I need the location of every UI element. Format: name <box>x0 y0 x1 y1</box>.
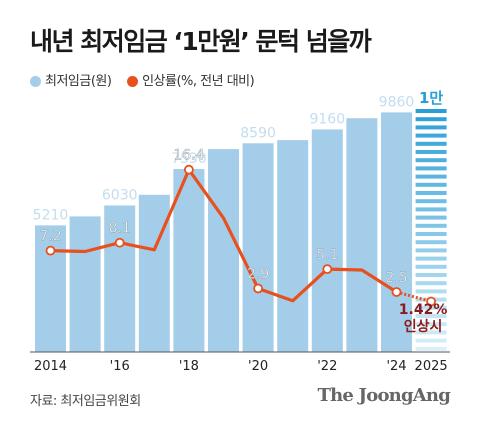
bar-label-2016: 6030 <box>102 187 138 203</box>
projected-rate-caption: 인상시 <box>404 318 443 335</box>
projected-bar-stripe <box>415 256 447 261</box>
bar-2017 <box>138 194 170 352</box>
x-tick-2024: '24 <box>386 359 406 374</box>
source-note: 자료: 최저임금위원회 <box>30 394 141 409</box>
projected-bar-stripe <box>415 289 447 294</box>
projected-bar-stripe <box>415 223 447 228</box>
bar-label-2022: 9160 <box>309 111 345 127</box>
projected-bar-stripe <box>415 182 447 187</box>
legend-label-rate: 인상률(%, 전년 대비) <box>142 74 255 89</box>
bar-2016 <box>104 205 136 352</box>
projected-bar-stripe <box>415 346 447 351</box>
rate-label-2020: 2.9 <box>247 266 269 282</box>
legend-item-rate: 인상률(%, 전년 대비) <box>127 70 255 89</box>
projected-bar-stripe <box>415 305 447 310</box>
projected-bar-stripe <box>415 338 447 343</box>
bar-label-2018: 7530 <box>171 151 207 167</box>
bar-label-2020: 8590 <box>240 125 276 141</box>
projected-bar-stripe <box>415 240 447 245</box>
rate-label-2024: 2.5 <box>385 270 407 286</box>
projected-bar-stripe <box>415 215 447 220</box>
bar-2019 <box>208 149 239 352</box>
bar-2015 <box>69 216 101 352</box>
projected-bar-stripe <box>415 174 447 179</box>
rate-label-2018: 16.4 <box>173 148 204 164</box>
bar-2020 <box>242 143 274 352</box>
projected-bar-stripe <box>415 322 447 327</box>
rate-label-2022: 5.1 <box>316 247 338 263</box>
rate-label-2016: 8.1 <box>109 221 131 237</box>
projected-bar-stripe <box>415 191 447 195</box>
bar-2024 <box>381 112 412 352</box>
projected-bar-stripe <box>415 133 447 138</box>
legend: 최저임금(원) 인상률(%, 전년 대비) <box>30 70 266 89</box>
x-tick-2025: 2025 <box>415 359 448 374</box>
projected-bar-stripe <box>415 248 447 253</box>
projected-bar-stripe <box>415 281 447 286</box>
x-tick-2018: '18 <box>179 359 199 374</box>
rate-label-2014: 7.2 <box>39 229 61 245</box>
projected-bar-stripe <box>415 166 447 171</box>
rate-point-2016 <box>114 237 125 248</box>
bar-2018 <box>173 169 205 352</box>
rate-point-2025 <box>426 296 437 307</box>
projected-bar-stripe <box>415 273 447 277</box>
projected-bar-stripe <box>415 125 447 130</box>
projected-bar-stripe <box>415 141 447 146</box>
rate-projection-line <box>396 290 432 303</box>
legend-swatch-wage <box>30 76 41 87</box>
x-tick-2014: 2014 <box>34 359 67 374</box>
projected-bar-stripe <box>415 264 447 269</box>
chart-title: 내년 최저임금 ‘1만원’ 문턱 넘을까 <box>30 27 372 56</box>
projected-bar-stripe <box>415 199 447 204</box>
bar-label-2024: 9860 <box>379 94 415 110</box>
legend-label-wage: 최저임금(원) <box>45 74 112 89</box>
publisher-logo: The JoongAng <box>317 385 451 406</box>
rate-point-2024 <box>391 287 402 297</box>
bar-2022 <box>311 129 343 352</box>
x-tick-2022: '22 <box>317 359 337 374</box>
bar-label-2014: 5210 <box>33 207 69 223</box>
projected-bar-stripe <box>415 158 447 163</box>
projected-rate-label: 1.42% <box>399 302 448 318</box>
projected-bar-stripe <box>415 314 447 318</box>
rate-point-2018 <box>183 164 194 175</box>
rate-line <box>50 168 398 303</box>
rate-point-2020 <box>253 283 264 294</box>
x-tick-2020: '20 <box>248 359 268 374</box>
projected-bar-label: 1만 <box>419 89 443 107</box>
projected-bar-stripe <box>415 207 447 212</box>
projected-bar-stripe <box>415 117 447 122</box>
bar-2021 <box>277 140 309 352</box>
projected-bar-stripe <box>415 150 447 154</box>
projected-bar-stripe <box>415 109 447 113</box>
legend-swatch-rate <box>127 76 139 87</box>
rate-point-2022 <box>322 264 333 275</box>
projected-bar-stripe <box>415 232 447 236</box>
rate-point-2014 <box>45 245 56 256</box>
legend-item-wage: 최저임금(원) <box>30 70 112 89</box>
x-tick-2016: '16 <box>110 359 130 374</box>
bar-2023 <box>346 118 378 352</box>
projected-bar-stripe <box>415 330 447 335</box>
